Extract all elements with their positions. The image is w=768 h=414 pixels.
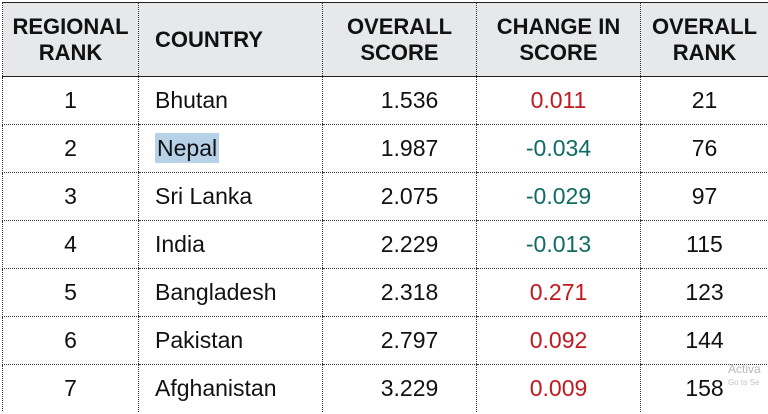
selected-text[interactable]: Nepal	[155, 133, 220, 163]
regional-rank-cell: 4	[2, 220, 139, 269]
country-cell: Bhutan	[138, 76, 323, 125]
table-header: REGIONAL RANK COUNTRY OVERALL SCORE CHAN…	[2, 2, 768, 77]
table-row: 6 Pakistan 2.797 0.092 144	[2, 316, 768, 365]
country-cell: Nepal	[138, 124, 323, 173]
overall-score-cell: 2.318	[322, 268, 477, 317]
header-overall-rank: OVERALL RANK	[640, 2, 768, 77]
table-body: 1 Bhutan 1.536 0.011 21 2 Nepal 1.987 -0…	[2, 76, 768, 412]
country-cell: India	[138, 220, 323, 269]
overall-rank-cell: 21	[640, 76, 768, 125]
change-in-score-cell: -0.029	[476, 172, 641, 221]
header-line: OVERALL	[346, 13, 453, 39]
table-row: 3 Sri Lanka 2.075 -0.029 97	[2, 172, 768, 221]
overall-score-cell: 2.797	[322, 316, 477, 365]
regional-rank-cell: 2	[2, 124, 139, 173]
table-row: 7 Afghanistan 3.229 0.009 158	[2, 364, 768, 412]
header-line: SCORE	[360, 39, 439, 65]
overall-rank-cell: 97	[640, 172, 768, 221]
change-in-score-cell: 0.271	[476, 268, 641, 317]
header-line: REGIONAL	[12, 13, 129, 39]
header-line: RANK	[38, 39, 103, 65]
overall-score-cell: 1.987	[322, 124, 477, 173]
overall-rank-cell: 76	[640, 124, 768, 173]
watermark-line: Go to Se	[728, 378, 760, 387]
regional-rank-cell: 1	[2, 76, 139, 125]
header-line: COUNTRY	[155, 26, 263, 52]
change-in-score-cell: -0.013	[476, 220, 641, 269]
table-row: 2 Nepal 1.987 -0.034 76	[2, 124, 768, 173]
regional-rank-cell: 6	[2, 316, 139, 365]
regional-rank-cell: 3	[2, 172, 139, 221]
country-cell: Sri Lanka	[138, 172, 323, 221]
overall-rank-cell: 115	[640, 220, 768, 269]
table-row: 5 Bangladesh 2.318 0.271 123	[2, 268, 768, 317]
activation-watermark: Activa Go to Se	[728, 362, 768, 390]
header-line: SCORE	[519, 39, 598, 65]
overall-rank-cell: 158	[640, 364, 768, 412]
header-change-in-score: CHANGE IN SCORE	[476, 2, 641, 77]
header-line: RANK	[672, 39, 737, 65]
overall-score-cell: 3.229	[322, 364, 477, 412]
overall-rank-cell: 123	[640, 268, 768, 317]
header-line: OVERALL	[651, 13, 758, 39]
change-in-score-cell: -0.034	[476, 124, 641, 173]
table-row: 4 India 2.229 -0.013 115	[2, 220, 768, 269]
country-cell: Afghanistan	[138, 364, 323, 412]
header-country: COUNTRY	[138, 2, 323, 77]
country-cell: Pakistan	[138, 316, 323, 365]
overall-score-cell: 2.075	[322, 172, 477, 221]
header-overall-score: OVERALL SCORE	[322, 2, 477, 77]
overall-score-cell: 2.229	[322, 220, 477, 269]
watermark-line: Activa	[728, 362, 761, 376]
table-row: 1 Bhutan 1.536 0.011 21	[2, 76, 768, 125]
change-in-score-cell: 0.009	[476, 364, 641, 412]
regional-rank-cell: 5	[2, 268, 139, 317]
change-in-score-cell: 0.092	[476, 316, 641, 365]
header-row: REGIONAL RANK COUNTRY OVERALL SCORE CHAN…	[2, 2, 768, 77]
country-cell: Bangladesh	[138, 268, 323, 317]
change-in-score-cell: 0.011	[476, 76, 641, 125]
regional-rank-cell: 7	[2, 364, 139, 412]
header-regional-rank: REGIONAL RANK	[2, 2, 139, 77]
header-line: CHANGE IN	[496, 13, 621, 39]
overall-rank-cell: 144	[640, 316, 768, 365]
overall-score-cell: 1.536	[322, 76, 477, 125]
